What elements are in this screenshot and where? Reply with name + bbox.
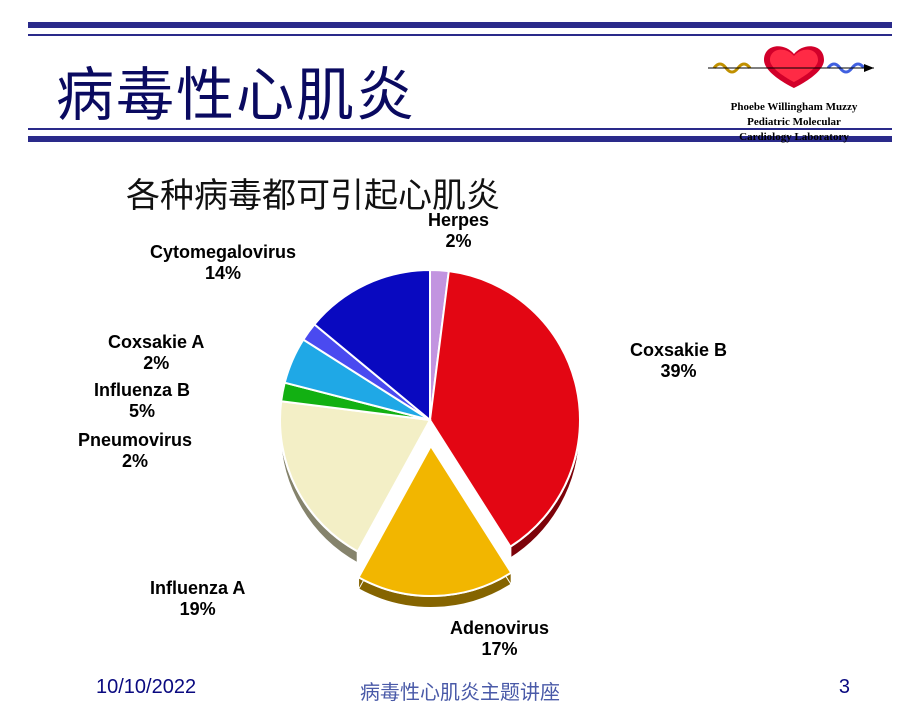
pie-label-adenovirus: Adenovirus17%	[450, 618, 549, 659]
header-rule-top-thin	[28, 34, 892, 36]
footer-page: 3	[839, 676, 850, 699]
pie-label-cytomegalovirus: Cytomegalovirus14%	[150, 242, 296, 283]
header-rule-top-thick	[28, 22, 892, 28]
pie-label-herpes: Herpes2%	[428, 210, 489, 251]
pie-label-influenza-a: Influenza A19%	[150, 578, 245, 619]
virus-pie-chart: Herpes2%Coxsakie B39%Adenovirus17%Influe…	[60, 210, 860, 650]
pie-label-coxsakie-b: Coxsakie B39%	[630, 340, 727, 381]
heart-logo-graphic	[704, 44, 884, 94]
slide-title: 病毒性心肌炎	[56, 48, 416, 132]
lab-logo: Phoebe Willingham Muzzy Pediatric Molecu…	[704, 44, 884, 145]
pie-label-influenza-b: Influenza B5%	[94, 380, 190, 421]
logo-text-line3: Cardiology Laboratory	[704, 131, 884, 144]
footer-center: 病毒性心肌炎主题讲座	[0, 676, 920, 705]
logo-text-line1: Phoebe Willingham Muzzy	[704, 101, 884, 114]
logo-text-line2: Pediatric Molecular	[704, 116, 884, 129]
pie-label-pneumovirus: Pneumovirus2%	[78, 430, 192, 471]
pie-label-coxsakie-a: Coxsakie A2%	[108, 332, 204, 373]
